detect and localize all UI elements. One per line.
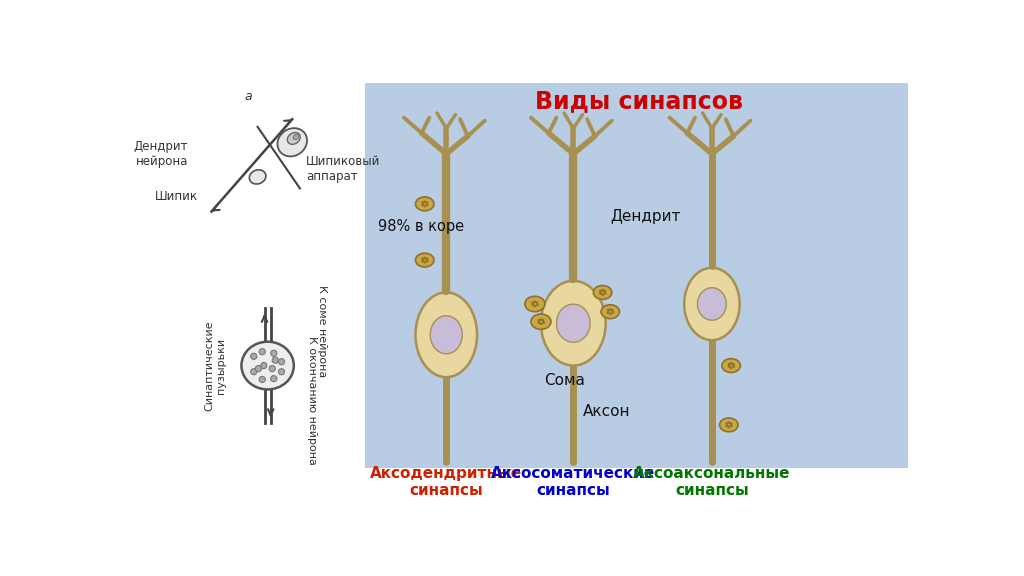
Circle shape [423,256,426,259]
Circle shape [603,290,606,293]
Text: Дендрит
нейрона: Дендрит нейрона [134,140,188,168]
Circle shape [728,363,730,366]
Circle shape [727,422,730,424]
Text: Аксодендритные
синапсы: Аксодендритные синапсы [371,465,522,498]
Circle shape [536,301,539,304]
Circle shape [259,348,265,355]
Circle shape [538,321,541,324]
Ellipse shape [242,342,294,389]
Circle shape [728,365,730,368]
Ellipse shape [416,293,477,377]
Circle shape [534,305,537,308]
Circle shape [611,311,614,314]
Circle shape [531,304,535,306]
Text: 98% в коре: 98% в коре [379,219,465,234]
Ellipse shape [524,296,545,312]
Circle shape [255,366,261,372]
Circle shape [423,204,426,207]
Circle shape [538,319,541,322]
Circle shape [609,312,611,315]
Circle shape [279,359,285,365]
Circle shape [607,309,609,312]
Text: а: а [245,90,252,103]
Text: Сома: Сома [544,373,585,388]
Text: Шипиковый
аппарат: Шипиковый аппарат [306,155,381,183]
Ellipse shape [293,134,299,139]
Circle shape [421,203,424,206]
Circle shape [604,292,606,295]
Circle shape [601,289,604,291]
Ellipse shape [722,359,740,373]
Text: Виды синапсов: Виды синапсов [535,89,742,113]
Ellipse shape [684,268,739,340]
Ellipse shape [416,197,434,211]
Circle shape [270,350,276,357]
Circle shape [542,319,545,322]
Circle shape [270,376,276,382]
Circle shape [601,293,604,296]
Circle shape [421,260,424,262]
Circle shape [423,261,426,264]
Circle shape [251,353,257,359]
Circle shape [542,321,545,324]
Circle shape [725,425,728,427]
Circle shape [531,301,535,304]
Circle shape [426,260,429,262]
Ellipse shape [278,128,307,157]
Ellipse shape [416,253,434,267]
Circle shape [534,301,537,303]
Circle shape [727,426,730,429]
Circle shape [272,357,279,363]
Circle shape [261,362,267,369]
Circle shape [425,257,428,260]
Circle shape [609,308,611,311]
Ellipse shape [697,287,726,320]
Circle shape [729,422,732,425]
Circle shape [607,311,609,314]
Ellipse shape [288,132,300,145]
Text: Аксосоматические
синапсы: Аксосоматические синапсы [492,465,655,498]
Circle shape [251,369,257,375]
Circle shape [730,366,732,369]
Circle shape [269,366,275,372]
Text: Шипик: Шипик [156,190,199,203]
Ellipse shape [593,286,611,300]
Ellipse shape [531,314,551,329]
Circle shape [732,365,735,368]
Circle shape [540,323,543,325]
Text: Синаптические
пузырьки: Синаптические пузырьки [205,320,226,411]
Text: Аксон: Аксон [583,404,630,419]
Bar [366,83,908,468]
Text: К окончанию нейрона: К окончанию нейрона [306,336,316,465]
Circle shape [599,290,602,293]
Circle shape [611,309,613,312]
Ellipse shape [720,418,738,432]
Circle shape [725,422,728,425]
Circle shape [426,203,429,206]
Circle shape [536,304,539,306]
Circle shape [421,201,424,204]
Circle shape [599,292,602,295]
Circle shape [425,201,428,204]
Text: К соме нейрона: К соме нейрона [316,285,327,377]
Circle shape [540,318,543,321]
Circle shape [732,363,734,366]
Text: Дендрит: Дендрит [610,210,681,225]
Circle shape [730,362,732,365]
Ellipse shape [601,305,620,319]
Circle shape [259,376,265,382]
Circle shape [421,257,424,260]
Circle shape [279,369,285,375]
Ellipse shape [430,316,462,354]
Circle shape [730,425,733,427]
Ellipse shape [249,170,266,184]
Circle shape [423,200,426,203]
Ellipse shape [541,281,605,366]
Ellipse shape [556,304,590,342]
Text: Аксоаксональные
синапсы: Аксоаксональные синапсы [633,465,791,498]
